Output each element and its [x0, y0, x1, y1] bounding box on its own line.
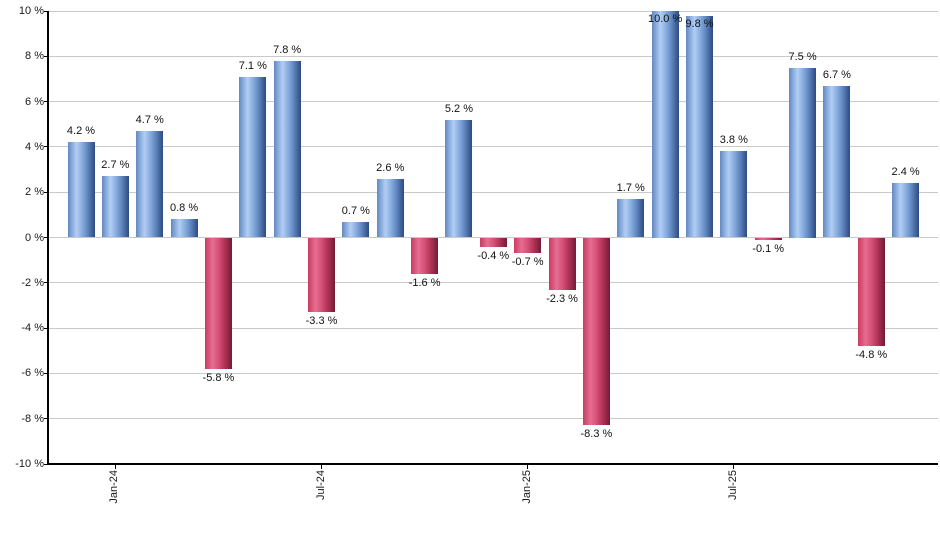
y-axis-tick	[44, 237, 48, 238]
bar	[273, 60, 301, 238]
x-axis-tick	[733, 464, 735, 469]
bar-value-label: -4.8 %	[855, 349, 888, 362]
gridline	[48, 10, 938, 12]
y-axis-tick	[44, 418, 48, 420]
bar-value-label: 10.0 %	[647, 13, 683, 25]
bar	[892, 183, 920, 238]
bar	[239, 76, 267, 238]
bar-value-label: -8.3 %	[580, 428, 613, 441]
y-axis-label: -4 %	[21, 322, 44, 335]
bar-value-label: -0.1 %	[752, 242, 785, 255]
bar-value-label: -3.3 %	[305, 315, 338, 328]
bar	[582, 237, 610, 426]
bar	[445, 119, 473, 238]
bar-value-label: 4.2 %	[66, 125, 96, 138]
bar-value-label: 2.4 %	[891, 166, 920, 179]
gridline	[48, 372, 938, 374]
y-axis-label: 0 %	[25, 231, 44, 244]
bar	[308, 237, 336, 313]
bar	[548, 237, 576, 290]
y-axis-label: -10 %	[15, 458, 44, 470]
bar	[101, 176, 129, 238]
gridline	[48, 101, 938, 103]
y-axis-label: 4 %	[25, 140, 44, 153]
bar-value-label: 0.8 %	[170, 202, 199, 215]
bar-value-label: 2.7 %	[101, 159, 130, 172]
bar-value-label: 6.7 %	[822, 68, 851, 81]
bar-value-label: 0.7 %	[341, 204, 370, 217]
gridline	[48, 55, 938, 57]
bar	[411, 237, 439, 274]
bar	[136, 131, 164, 238]
bar-value-label: 9.8 %	[685, 17, 714, 30]
x-axis-label: Jul-24	[314, 470, 327, 500]
y-axis-tick	[44, 463, 48, 465]
bar	[754, 237, 782, 240]
x-axis-label: Jan-25	[520, 470, 533, 504]
bar-value-label: 2.6 %	[376, 161, 405, 174]
bar-value-label: -1.6 %	[408, 276, 441, 289]
x-axis-line	[47, 463, 938, 465]
bar-value-label: 3.8 %	[719, 134, 748, 147]
gridline	[48, 146, 938, 148]
x-axis-tick	[114, 464, 116, 469]
bar-value-label: 7.5 %	[788, 50, 817, 63]
bar-value-label: -5.8 %	[202, 371, 235, 384]
bar	[204, 237, 232, 369]
bar-value-label: 4.7 %	[135, 114, 164, 127]
bar	[720, 151, 748, 238]
y-axis-label: 2 %	[25, 186, 44, 199]
y-axis-label: -8 %	[21, 412, 44, 425]
bar	[789, 67, 817, 238]
y-axis-label: -6 %	[21, 367, 44, 380]
x-axis-tick	[527, 464, 529, 469]
bar-value-label: 1.7 %	[616, 181, 645, 194]
gridline	[48, 418, 938, 420]
x-axis-tick	[321, 464, 323, 469]
bar-value-label: -0.7 %	[511, 256, 544, 269]
bar-value-label: -2.3 %	[546, 292, 578, 305]
y-axis-tick	[44, 372, 48, 374]
gridline	[48, 327, 938, 329]
bar	[342, 221, 370, 238]
y-axis-label: 8 %	[25, 50, 44, 63]
y-axis-label: 6 %	[25, 95, 44, 108]
y-axis-tick	[44, 55, 48, 57]
bar-value-label: 7.8 %	[273, 43, 302, 56]
x-axis-label: Jul-25	[726, 470, 739, 500]
gridline	[48, 282, 938, 284]
bar-value-label: -0.4 %	[477, 249, 510, 262]
bar	[857, 237, 885, 347]
gridline	[48, 191, 938, 193]
y-axis-tick	[44, 327, 48, 329]
y-axis-tick	[44, 282, 48, 284]
bar	[479, 237, 507, 247]
bar	[685, 15, 713, 238]
bar	[617, 198, 645, 238]
y-axis-line	[47, 11, 49, 464]
y-axis-tick	[44, 10, 48, 12]
bar	[651, 11, 679, 238]
y-axis-tick	[44, 146, 48, 148]
y-axis-label: 10 %	[18, 5, 44, 17]
y-axis-label: -2 %	[21, 276, 44, 289]
y-axis-tick	[44, 191, 48, 193]
x-axis-label: Jan-24	[108, 470, 121, 504]
bar	[514, 237, 542, 254]
bar	[67, 142, 95, 238]
bar-value-label: 7.1 %	[238, 59, 267, 72]
bar-value-label: 5.2 %	[444, 102, 474, 115]
bar	[376, 178, 404, 238]
y-axis-tick	[44, 101, 48, 103]
bar	[170, 219, 198, 238]
bar	[823, 85, 851, 238]
